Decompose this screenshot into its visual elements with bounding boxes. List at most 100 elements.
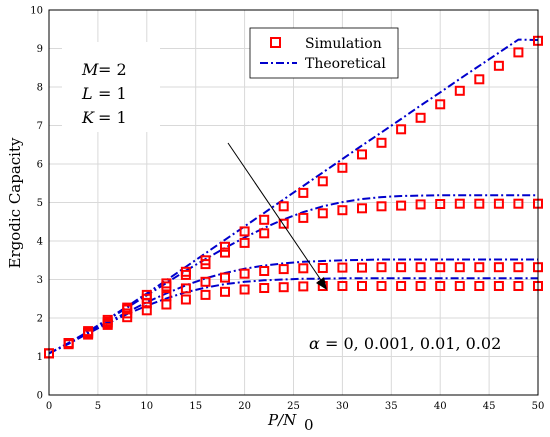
simulation-point: [454, 85, 465, 96]
simulation-point: [200, 289, 211, 300]
x-tick-label: 40: [434, 401, 447, 412]
y-tick-label: 10: [30, 6, 43, 17]
simulation-point: [454, 262, 465, 273]
y-tick-label: 2: [37, 314, 43, 325]
simulation-point: [493, 60, 504, 71]
simulation-point: [415, 262, 426, 273]
legend-simulation-label: Simulation: [305, 36, 382, 52]
simulation-point: [259, 228, 270, 239]
parameter-box: M = 2 L = 1 K = 1: [62, 42, 160, 132]
y-tick-label: 9: [37, 44, 43, 55]
x-tick-label: 50: [532, 401, 545, 412]
simulation-point: [63, 339, 74, 350]
simulation-point: [83, 329, 94, 340]
simulation-point: [161, 281, 172, 292]
simulation-point: [337, 262, 348, 273]
simulation-point: [317, 208, 328, 219]
theoretical-line-1: [48, 38, 539, 355]
parameter-box-bg: [62, 42, 160, 132]
param-l-var: L: [81, 84, 93, 103]
simulation-point: [357, 262, 367, 273]
simulation-point: [396, 200, 407, 211]
x-tick-label: 15: [189, 401, 202, 412]
y-tick-label: 6: [37, 160, 43, 171]
simulation-point: [220, 241, 230, 252]
alpha-arrow: [227, 142, 327, 290]
simulation-markers: [44, 35, 543, 359]
simulation-point: [474, 281, 485, 291]
simulation-point: [357, 281, 367, 291]
param-m-var: M: [81, 60, 99, 79]
x-tick-label: 20: [238, 401, 251, 412]
simulation-point: [493, 198, 504, 209]
y-tick-label: 3: [37, 275, 43, 286]
param-l-val: = 1: [98, 84, 127, 103]
x-axis-label-main: P/N: [267, 411, 297, 429]
simulation-point: [454, 198, 465, 209]
simulation-point: [396, 124, 407, 135]
simulation-point: [317, 176, 328, 187]
simulation-point: [259, 283, 270, 293]
simulation-point: [298, 187, 309, 198]
y-tick-label: 4: [37, 237, 43, 248]
simulation-point: [513, 262, 524, 273]
simulation-point: [376, 281, 387, 291]
simulation-point: [239, 284, 250, 295]
simulation-point: [259, 214, 270, 225]
simulation-point: [278, 201, 289, 212]
simulation-point: [513, 281, 524, 291]
simulation-point: [200, 259, 211, 270]
simulation-point: [513, 198, 524, 209]
simulation-point: [180, 269, 191, 280]
simulation-point: [337, 281, 348, 291]
param-m-val: = 2: [98, 60, 127, 79]
simulation-point: [493, 262, 504, 273]
simulation-point: [396, 281, 407, 291]
simulation-point: [220, 247, 230, 258]
simulation-point: [493, 281, 504, 291]
simulation-point: [435, 262, 446, 273]
simulation-point: [141, 298, 152, 309]
x-axis-label: P/N 0: [267, 411, 314, 434]
simulation-point: [298, 263, 309, 274]
simulation-point: [298, 212, 309, 223]
x-tick-label: 25: [287, 401, 300, 412]
simulation-point: [161, 299, 172, 310]
y-tick-label: 1: [37, 352, 43, 363]
simulation-point: [415, 112, 426, 123]
alpha-arrow-line: [227, 142, 324, 284]
simulation-point: [337, 205, 348, 216]
simulation-point: [220, 272, 230, 283]
simulation-point: [278, 218, 289, 229]
legend-simulation-marker: [270, 37, 281, 48]
simulation-point: [415, 281, 426, 291]
alpha-values: = 0, 0.001, 0.01, 0.02: [325, 334, 501, 353]
simulation-point: [102, 319, 113, 330]
simulation-point: [474, 262, 485, 273]
alpha-arrow-head: [316, 277, 327, 290]
simulation-point: [298, 281, 309, 292]
simulation-point: [278, 282, 289, 293]
simulation-point: [513, 47, 524, 58]
simulation-point: [180, 294, 191, 305]
x-tick-label: 5: [95, 401, 101, 412]
alpha-symbol: α: [309, 334, 320, 353]
simulation-point: [435, 199, 446, 209]
simulation-point: [474, 198, 485, 209]
simulation-point: [396, 262, 407, 273]
simulation-point: [317, 263, 328, 273]
simulation-point: [415, 199, 426, 210]
simulation-point: [180, 283, 191, 294]
simulation-point: [435, 281, 446, 291]
param-k-val: = 1: [98, 108, 127, 127]
simulation-point: [259, 266, 270, 276]
plot-frame: [48, 9, 539, 396]
y-tick-label: 7: [37, 121, 43, 132]
simulation-point: [376, 201, 387, 212]
x-tick-label: 0: [46, 401, 52, 412]
simulation-point: [337, 162, 348, 173]
simulation-point: [376, 137, 387, 148]
simulation-point: [122, 312, 133, 323]
simulation-point: [239, 268, 250, 279]
